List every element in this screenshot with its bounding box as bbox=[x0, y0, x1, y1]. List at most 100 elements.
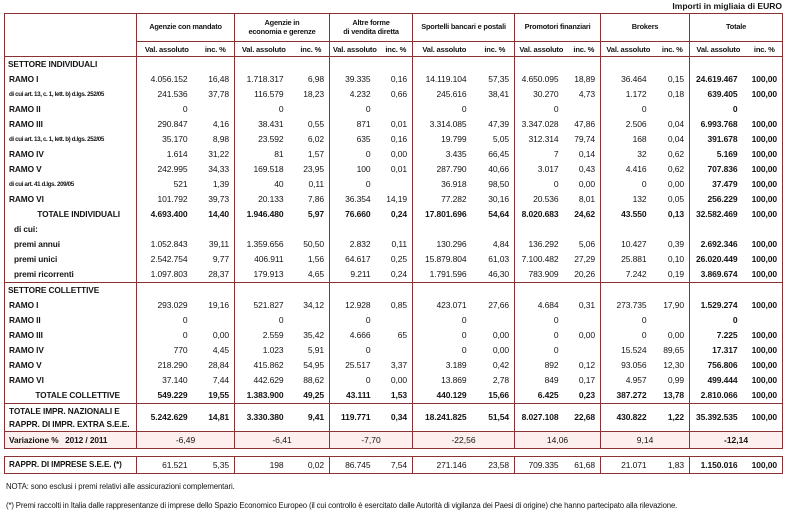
val-header: Val. assoluto bbox=[234, 41, 293, 57]
inc-cell: 100,00 bbox=[751, 164, 778, 174]
channel-header: Sportelli bancari e postali bbox=[412, 13, 515, 42]
inc-cell: 28,37 bbox=[208, 269, 229, 279]
val-cell: 20.536 bbox=[514, 192, 568, 207]
val-cell: 1.718.317 bbox=[234, 72, 293, 87]
inc-cell: 15,66 bbox=[488, 390, 510, 400]
val-cell: 36.464 bbox=[600, 72, 656, 87]
val-cell: 15.524 bbox=[600, 343, 656, 358]
inc-cell: 47,39 bbox=[488, 119, 510, 129]
row-label: RAPPR. DI IMPRESE S.E.E. (*) bbox=[9, 460, 122, 469]
row-label: di cui art. 41 d.lgs. 209/05 bbox=[9, 181, 74, 188]
inc-cell: 61,68 bbox=[574, 460, 595, 470]
inc-cell: 0,55 bbox=[307, 119, 324, 129]
table-row: RAMO III 290.847 4,16 38.431 0,55 871 0,01 3.31… bbox=[5, 117, 783, 132]
inc-cell: 14,81 bbox=[196, 403, 235, 432]
val-cell: 18.241.825 bbox=[412, 403, 476, 432]
inc-cell bbox=[293, 222, 330, 237]
val-cell: 0 bbox=[600, 102, 656, 117]
inc-header: inc. % bbox=[292, 41, 330, 57]
val-cell: 0 bbox=[412, 343, 476, 358]
val-cell: 25.881 bbox=[600, 252, 656, 267]
inc-cell bbox=[476, 313, 515, 328]
inc-cell bbox=[476, 57, 515, 73]
inc-cell bbox=[380, 102, 413, 117]
val-cell: 242.995 bbox=[136, 162, 197, 177]
variation-cell: 14,06 bbox=[514, 431, 601, 449]
val-cell: 1.359.656 bbox=[234, 237, 293, 252]
val-cell: 35.392.535 bbox=[689, 403, 747, 432]
val-cell: 13.869 bbox=[412, 373, 476, 388]
val-cell bbox=[412, 56, 476, 72]
val-cell bbox=[412, 222, 476, 237]
val-header: Val. assoluto bbox=[600, 41, 656, 57]
val-cell: 312.314 bbox=[514, 132, 568, 147]
row-label: RAMO VI bbox=[9, 375, 44, 385]
table-row: RAMO II 0 0 0 0 0 0 0 bbox=[5, 102, 783, 117]
val-cell: 218.290 bbox=[136, 358, 197, 373]
val-cell: 0 bbox=[514, 343, 568, 358]
val-cell: 0 bbox=[514, 328, 568, 343]
inc-cell bbox=[476, 222, 515, 237]
val-cell: 1.791.596 bbox=[412, 267, 476, 283]
val-cell: 25.517 bbox=[329, 358, 380, 373]
val-cell: 6.993.768 bbox=[689, 117, 747, 132]
row-label: RAMO VI bbox=[9, 194, 44, 204]
inc-cell bbox=[568, 343, 601, 358]
val-cell: 179.913 bbox=[234, 267, 293, 283]
inc-cell: 61,03 bbox=[488, 254, 510, 264]
val-cell: 32 bbox=[600, 147, 656, 162]
val-cell: 707.836 bbox=[689, 162, 747, 177]
inc-cell: 100,00 bbox=[751, 390, 778, 400]
inc-cell: 34,12 bbox=[303, 300, 324, 310]
inc-cell: 54,64 bbox=[488, 209, 510, 219]
inc-cell: 0,00 bbox=[578, 179, 596, 189]
inc-cell: 4,73 bbox=[578, 89, 596, 99]
table-body: SETTORE INDIVIDUALI RAMO I 4.056.152 16,48 1… bbox=[4, 56, 783, 449]
inc-cell: 65 bbox=[397, 330, 408, 340]
inc-cell: 0,10 bbox=[667, 254, 685, 264]
inc-cell: 0,00 bbox=[492, 345, 510, 355]
val-cell: 442.629 bbox=[234, 373, 293, 388]
inc-cell: 100,00 bbox=[751, 119, 778, 129]
val-cell: 783.909 bbox=[514, 267, 568, 283]
table-row: RAMO II 0 0 0 0 0 0 0 bbox=[5, 313, 783, 328]
inc-cell: 4,16 bbox=[212, 119, 229, 129]
inc-cell: 98,50 bbox=[488, 179, 510, 189]
inc-cell: 14,19 bbox=[386, 194, 408, 204]
inc-cell: 0,00 bbox=[578, 330, 596, 340]
inc-cell: 37,78 bbox=[208, 89, 229, 99]
inc-cell: 24,62 bbox=[574, 209, 596, 219]
val-cell: 77.282 bbox=[412, 192, 476, 207]
inc-cell: 89,65 bbox=[663, 345, 685, 355]
inc-cell: 7,44 bbox=[212, 375, 229, 385]
units-note: Importi in migliaia di EURO bbox=[672, 1, 782, 11]
inc-cell bbox=[568, 57, 601, 73]
val-cell: 64.617 bbox=[329, 252, 380, 267]
inc-cell: 100,00 bbox=[751, 345, 778, 355]
val-cell: 0 bbox=[329, 313, 380, 328]
corner-cell bbox=[4, 13, 137, 57]
inc-cell: 100,00 bbox=[751, 149, 778, 159]
val-cell: 0 bbox=[514, 102, 568, 117]
inc-cell: 2,78 bbox=[492, 375, 510, 385]
val-cell: 245.616 bbox=[412, 87, 476, 102]
table-row: premi annui 1.052.843 39,11 1.359.656 50,50 2… bbox=[5, 237, 783, 252]
val-cell: 293.029 bbox=[136, 298, 197, 313]
val-cell: 0 bbox=[329, 102, 380, 117]
inc-cell: 6,98 bbox=[307, 74, 324, 84]
val-cell bbox=[689, 282, 747, 298]
val-cell bbox=[689, 56, 747, 72]
val-cell: 639.405 bbox=[689, 87, 747, 102]
val-cell: 130.296 bbox=[412, 237, 476, 252]
val-cell: 21.071 bbox=[600, 456, 656, 474]
inc-cell: 79,74 bbox=[574, 134, 596, 144]
inc-cell bbox=[380, 222, 413, 237]
inc-cell: 0,04 bbox=[667, 134, 685, 144]
inc-cell: 5,06 bbox=[578, 239, 596, 249]
val-cell: 4.416 bbox=[600, 162, 656, 177]
val-cell: 1.383.900 bbox=[234, 388, 293, 404]
val-header: Val. assoluto bbox=[329, 41, 380, 57]
inc-cell: 57,35 bbox=[488, 74, 510, 84]
table-row: TOTALE IMPR. NAZIONALI E RAPPR. DI IMPR.… bbox=[4, 403, 783, 432]
val-cell bbox=[600, 56, 656, 72]
